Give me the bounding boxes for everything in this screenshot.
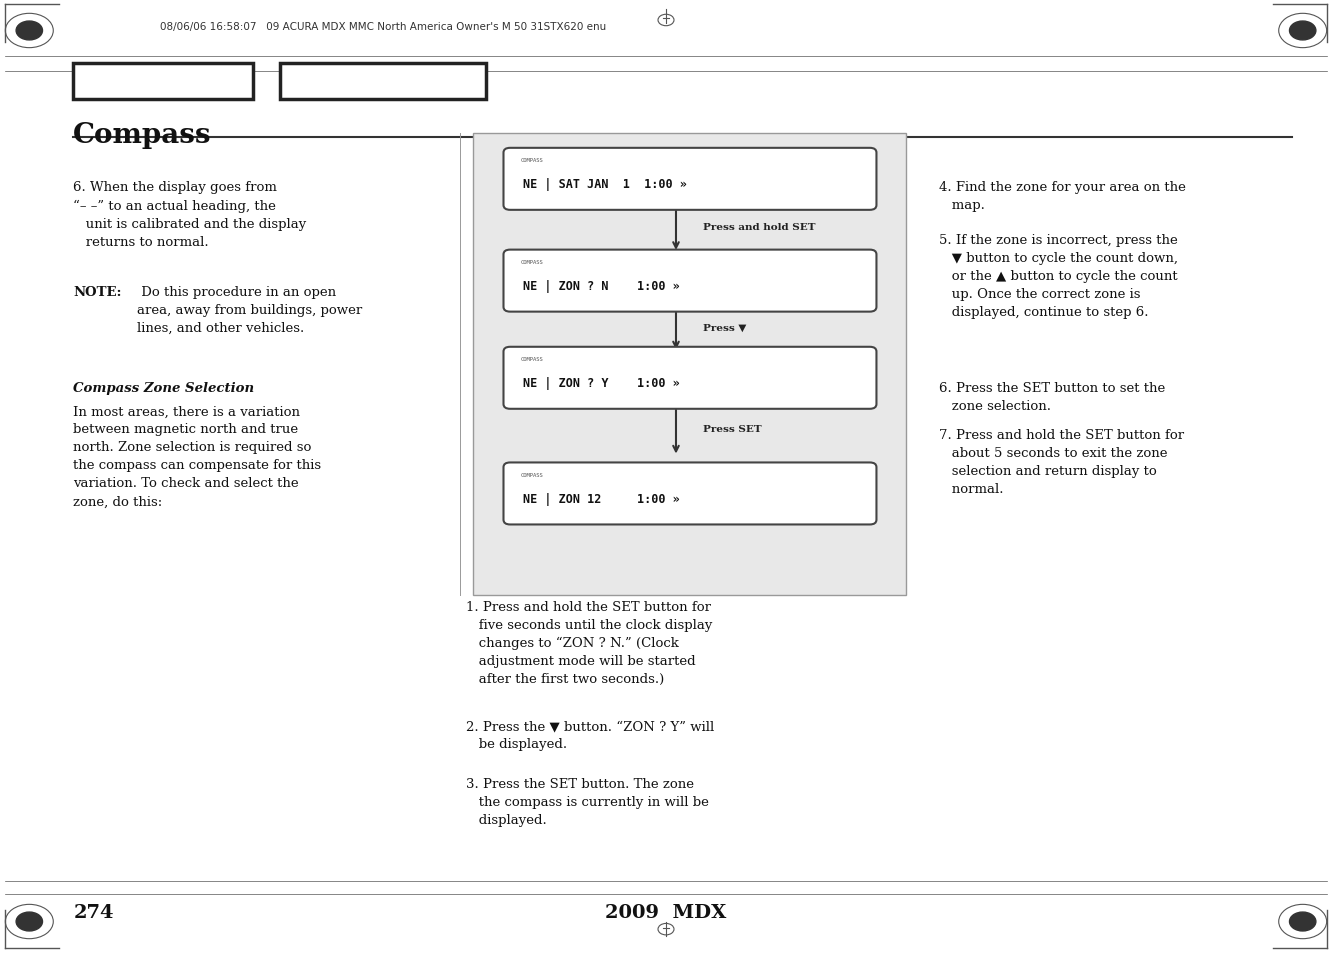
Text: 2. Press the ▼ button. “ZON ? Y” will
   be displayed.: 2. Press the ▼ button. “ZON ? Y” will be… [466,720,714,750]
Text: 7. Press and hold the SET button for
   about 5 seconds to exit the zone
   sele: 7. Press and hold the SET button for abo… [939,429,1184,496]
Text: 5. If the zone is incorrect, press the
   ▼ button to cycle the count down,
   o: 5. If the zone is incorrect, press the ▼… [939,233,1177,318]
FancyBboxPatch shape [73,64,253,100]
Circle shape [16,912,43,931]
Text: NE | ZON 12     1:00 »: NE | ZON 12 1:00 » [523,492,681,505]
Text: 1. Press and hold the SET button for
   five seconds until the clock display
   : 1. Press and hold the SET button for fiv… [466,600,713,685]
Text: In most areas, there is a variation
between magnetic north and true
north. Zone : In most areas, there is a variation betw… [73,405,321,508]
Text: Compass Zone Selection: Compass Zone Selection [73,381,254,395]
Circle shape [16,22,43,41]
Circle shape [1289,912,1316,931]
Text: NE | ZON ? Y    1:00 »: NE | ZON ? Y 1:00 » [523,376,681,390]
Text: NE | SAT JAN  1  1:00 »: NE | SAT JAN 1 1:00 » [523,178,687,191]
Text: Press ▼: Press ▼ [703,323,746,332]
Text: 274: 274 [73,903,113,922]
Text: 08/06/06 16:58:07   09 ACURA MDX MMC North America Owner's M 50 31STX620 enu: 08/06/06 16:58:07 09 ACURA MDX MMC North… [160,22,606,31]
FancyBboxPatch shape [503,348,876,410]
FancyBboxPatch shape [473,133,906,596]
Text: COMPASS: COMPASS [521,260,543,265]
Text: COMPASS: COMPASS [521,158,543,163]
Text: COMPASS: COMPASS [521,473,543,477]
Text: 6. When the display goes from
“– –” to an actual heading, the
   unit is calibra: 6. When the display goes from “– –” to a… [73,181,306,249]
Text: Press and hold SET: Press and hold SET [703,222,815,232]
Text: 4. Find the zone for your area on the
   map.: 4. Find the zone for your area on the ma… [939,181,1185,212]
FancyBboxPatch shape [280,64,486,100]
FancyBboxPatch shape [503,463,876,525]
Text: Do this procedure in an open
area, away from buildings, power
lines, and other v: Do this procedure in an open area, away … [137,286,362,335]
Text: 2009  MDX: 2009 MDX [605,903,727,922]
Text: Press SET: Press SET [703,425,762,434]
Text: NE | ZON ? N    1:00 »: NE | ZON ? N 1:00 » [523,279,681,293]
FancyBboxPatch shape [503,251,876,313]
Circle shape [1289,22,1316,41]
Text: NOTE:: NOTE: [73,286,121,299]
Text: COMPASS: COMPASS [521,357,543,362]
Text: 3. Press the SET button. The zone
   the compass is currently in will be
   disp: 3. Press the SET button. The zone the co… [466,777,709,825]
Text: Compass: Compass [73,122,212,149]
FancyBboxPatch shape [503,149,876,211]
Text: 6. Press the SET button to set the
   zone selection.: 6. Press the SET button to set the zone … [939,381,1166,412]
